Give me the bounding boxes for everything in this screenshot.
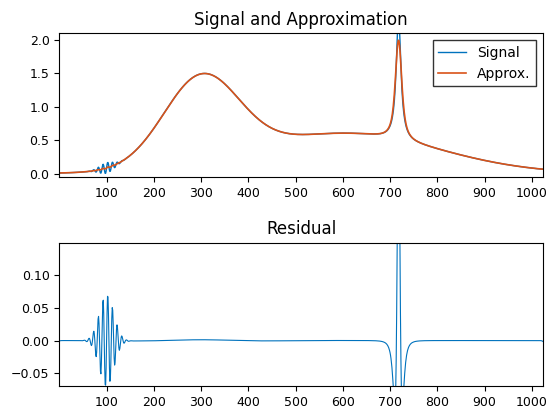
Signal <box>57 171 63 176</box>
Legend: Signal, Approx.: Signal, Approx. <box>433 40 536 87</box>
Line: Approx.: Approx. <box>60 40 543 173</box>
Signal <box>291 132 298 137</box>
Signal <box>245 108 252 113</box>
Signal <box>395 14 402 19</box>
Title: Signal and Approximation: Signal and Approximation <box>194 11 408 29</box>
Signal <box>444 149 450 154</box>
Approx. <box>213 75 220 80</box>
Approx. <box>57 171 63 176</box>
Approx. <box>66 170 73 175</box>
Signal <box>540 167 547 172</box>
Title: Residual: Residual <box>266 220 337 239</box>
Approx. <box>468 155 475 160</box>
Signal <box>213 75 220 80</box>
Approx. <box>443 149 450 154</box>
Approx. <box>291 131 297 136</box>
Signal <box>469 155 475 160</box>
Signal <box>66 170 73 175</box>
Approx. <box>245 107 251 112</box>
Approx. <box>395 38 402 43</box>
Signal <box>102 171 109 176</box>
Approx. <box>540 167 547 172</box>
Line: Signal: Signal <box>60 16 543 173</box>
